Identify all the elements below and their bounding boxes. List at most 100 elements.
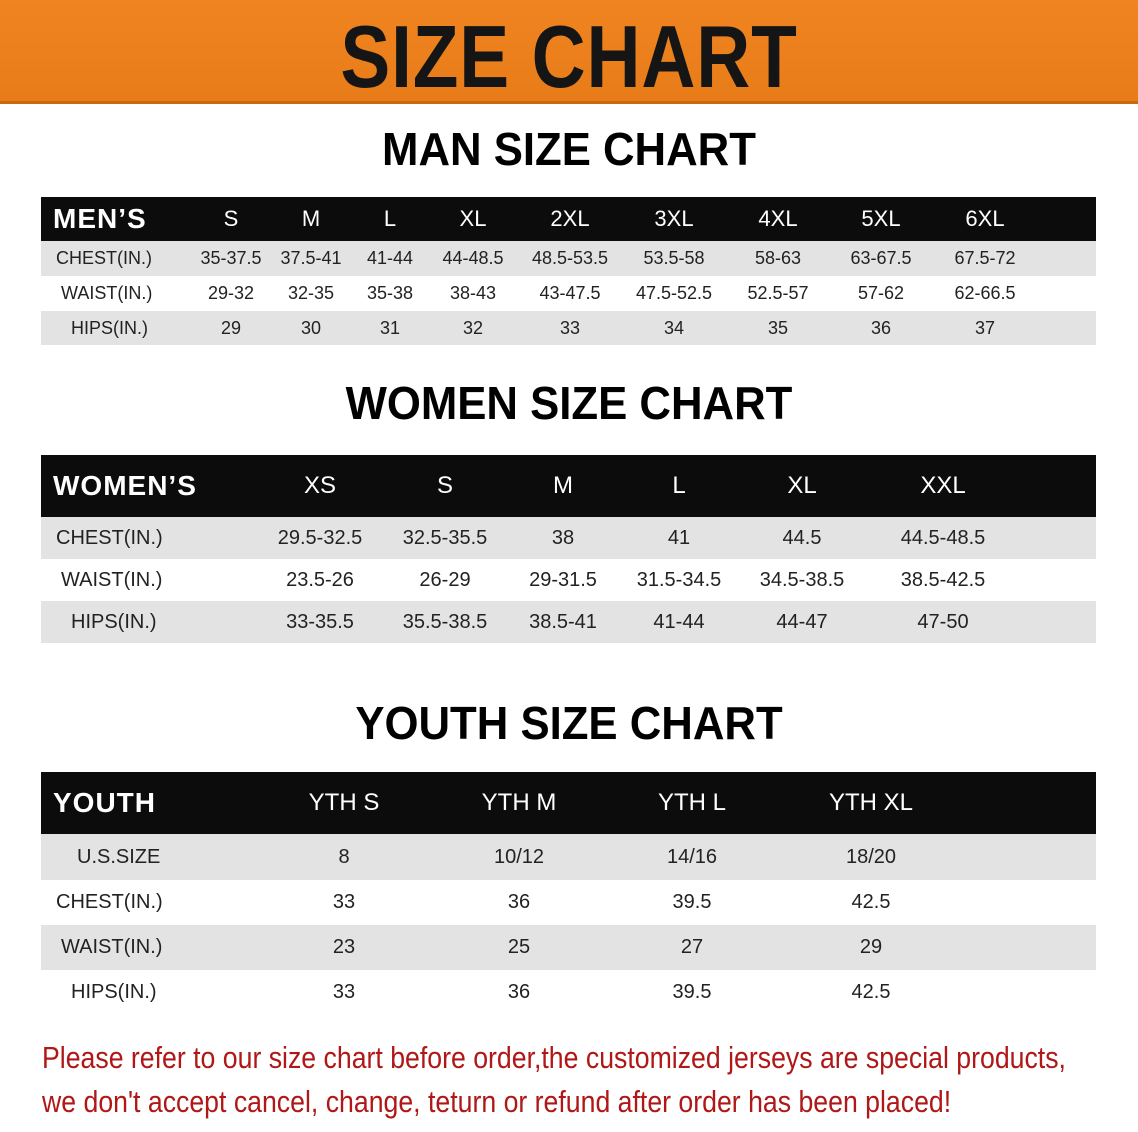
table-row: HIPS(IN.) 33-35.5 35.5-38.5 38.5-41 41-44 44-…	[41, 601, 1096, 643]
table-cell: 37.5-41	[280, 248, 342, 268]
table-cell: 27	[680, 936, 704, 958]
size-header: 6XL	[965, 206, 1005, 231]
table-row: CHEST(IN.) 33 36 39.5 42.5	[41, 880, 1096, 925]
table-cell: 44.5-48.5	[900, 526, 986, 549]
table-cell: 33	[559, 317, 581, 338]
table-cell: 29.5-32.5	[277, 526, 363, 549]
row-label: WAIST(IN.)	[61, 936, 163, 958]
table-cell: 35	[767, 317, 789, 338]
table-cell: 47.5-52.5	[635, 283, 713, 303]
table-cell: 67.5-72	[954, 248, 1016, 268]
table-cell: 34.5-38.5	[759, 568, 845, 591]
size-header: S	[436, 472, 454, 499]
table-cell: 35.5-38.5	[402, 610, 488, 633]
youth-size-table: YOUTH YTH S YTH M YTH L YTH XL U.S.SIZE 8 10/12…	[41, 772, 1096, 1015]
table-cell: 8	[338, 845, 350, 868]
table-cell: 47-50	[917, 610, 969, 633]
women-table-header: WOMEN’S XS S M L XL XXL	[41, 455, 1096, 517]
table-cell: 52.5-57	[747, 283, 809, 303]
row-label: CHEST(IN.)	[56, 526, 163, 549]
women-section-title: WOMEN SIZE CHART	[345, 377, 793, 429]
table-cell: 36	[507, 891, 531, 913]
table-row: HIPS(IN.) 29 30 31 32 33 34 35 36 37	[41, 311, 1096, 345]
table-cell: 38-43	[449, 283, 497, 303]
table-cell: 10/12	[493, 845, 545, 868]
size-header: 3XL	[654, 206, 694, 231]
notice-line-2: we don't accept cancel, change, teturn o…	[42, 1084, 952, 1119]
size-header: 5XL	[861, 206, 901, 231]
row-label: HIPS(IN.)	[71, 610, 157, 633]
row-label: CHEST(IN.)	[56, 248, 152, 268]
table-cell: 36	[507, 981, 531, 1003]
size-header: XS	[303, 472, 337, 499]
table-cell: 39.5	[672, 891, 712, 913]
men-size-table: MEN’S S M L XL 2XL 3XL 4XL 5XL 6XL CHEST(IN.) 35-37…	[41, 197, 1096, 345]
banner-title: SIZE CHART	[340, 7, 798, 106]
table-cell: 23	[332, 936, 356, 958]
table-cell: 34	[663, 317, 685, 338]
size-header: XXL	[920, 472, 966, 499]
table-cell: 44.5	[782, 526, 822, 549]
table-cell: 62-66.5	[954, 283, 1016, 303]
table-cell: 58-63	[754, 248, 802, 268]
size-header: L	[383, 206, 397, 231]
table-cell: 48.5-53.5	[531, 248, 609, 268]
table-cell: 63-67.5	[850, 248, 912, 268]
table-cell: 38.5-42.5	[900, 568, 986, 591]
table-row: WAIST(IN.) 23.5-26 26-29 29-31.5 31.5-34.5 34…	[41, 559, 1096, 601]
table-cell: 26-29	[419, 568, 471, 591]
table-cell: 53.5-58	[643, 248, 705, 268]
table-row: WAIST(IN.) 29-32 32-35 35-38 38-43 43-47.5 47.…	[41, 276, 1096, 311]
table-cell: 29-32	[207, 283, 255, 303]
women-size-table: WOMEN’S XS S M L XL XXL CHEST(IN.) 29.5-32.5 32.5…	[41, 455, 1096, 643]
row-label: HIPS(IN.)	[71, 317, 149, 338]
table-cell: 41-44	[366, 248, 414, 268]
table-cell: 25	[507, 936, 531, 958]
table-cell: 23.5-26	[286, 568, 354, 591]
size-header: S	[223, 206, 239, 231]
table-cell: 43-47.5	[539, 283, 601, 303]
youth-section-title: YOUTH SIZE CHART	[355, 697, 783, 749]
row-label: HIPS(IN.)	[71, 981, 157, 1003]
table-row: CHEST(IN.) 29.5-32.5 32.5-35.5 38 41 44.5 44.5…	[41, 517, 1096, 559]
table-cell: 32-35	[287, 283, 335, 303]
table-cell: 57-62	[857, 283, 905, 303]
youth-table-header: YOUTH YTH S YTH M YTH L YTH XL	[41, 772, 1096, 834]
table-cell: 31	[379, 317, 401, 338]
table-cell: 33	[332, 891, 356, 913]
table-cell: 32.5-35.5	[402, 526, 488, 549]
table-row: CHEST(IN.) 35-37.5 37.5-41 41-44 44-48.5 48.5…	[41, 241, 1096, 276]
men-table-header: MEN’S S M L XL 2XL 3XL 4XL 5XL 6XL	[41, 197, 1096, 241]
table-cell: 38	[551, 526, 575, 549]
table-row: HIPS(IN.) 33 36 39.5 42.5	[41, 970, 1096, 1015]
men-section-title: MAN SIZE CHART	[382, 123, 756, 175]
header-label: WOMEN’S	[53, 470, 197, 501]
row-label: U.S.SIZE	[77, 845, 161, 868]
table-cell: 42.5	[851, 891, 891, 913]
table-cell: 41-44	[653, 610, 705, 633]
table-cell: 32	[462, 317, 484, 338]
table-cell: 38.5-41	[529, 610, 597, 633]
size-header: YTH L	[657, 789, 727, 816]
table-cell: 41	[667, 526, 691, 549]
size-header: L	[672, 472, 686, 499]
size-header: XL	[787, 472, 817, 499]
header-label: MEN’S	[53, 203, 147, 234]
table-cell: 14/16	[666, 845, 718, 868]
row-label: CHEST(IN.)	[56, 891, 163, 913]
row-label: WAIST(IN.)	[61, 283, 153, 303]
size-header: M	[301, 206, 321, 231]
size-header: 2XL	[550, 206, 590, 231]
order-notice: Please refer to our size chart before or…	[42, 1036, 1066, 1124]
size-header: YTH S	[308, 789, 380, 816]
table-cell: 35-38	[366, 283, 414, 303]
table-cell: 29	[859, 936, 883, 958]
table-cell: 44-48.5	[442, 248, 504, 268]
size-header: YTH M	[481, 789, 557, 816]
table-cell: 33-35.5	[286, 610, 354, 633]
table-cell: 30	[300, 317, 322, 338]
table-cell: 29	[220, 317, 242, 338]
size-header: M	[553, 472, 573, 499]
table-row: U.S.SIZE 8 10/12 14/16 18/20	[41, 834, 1096, 880]
table-cell: 18/20	[845, 845, 897, 868]
